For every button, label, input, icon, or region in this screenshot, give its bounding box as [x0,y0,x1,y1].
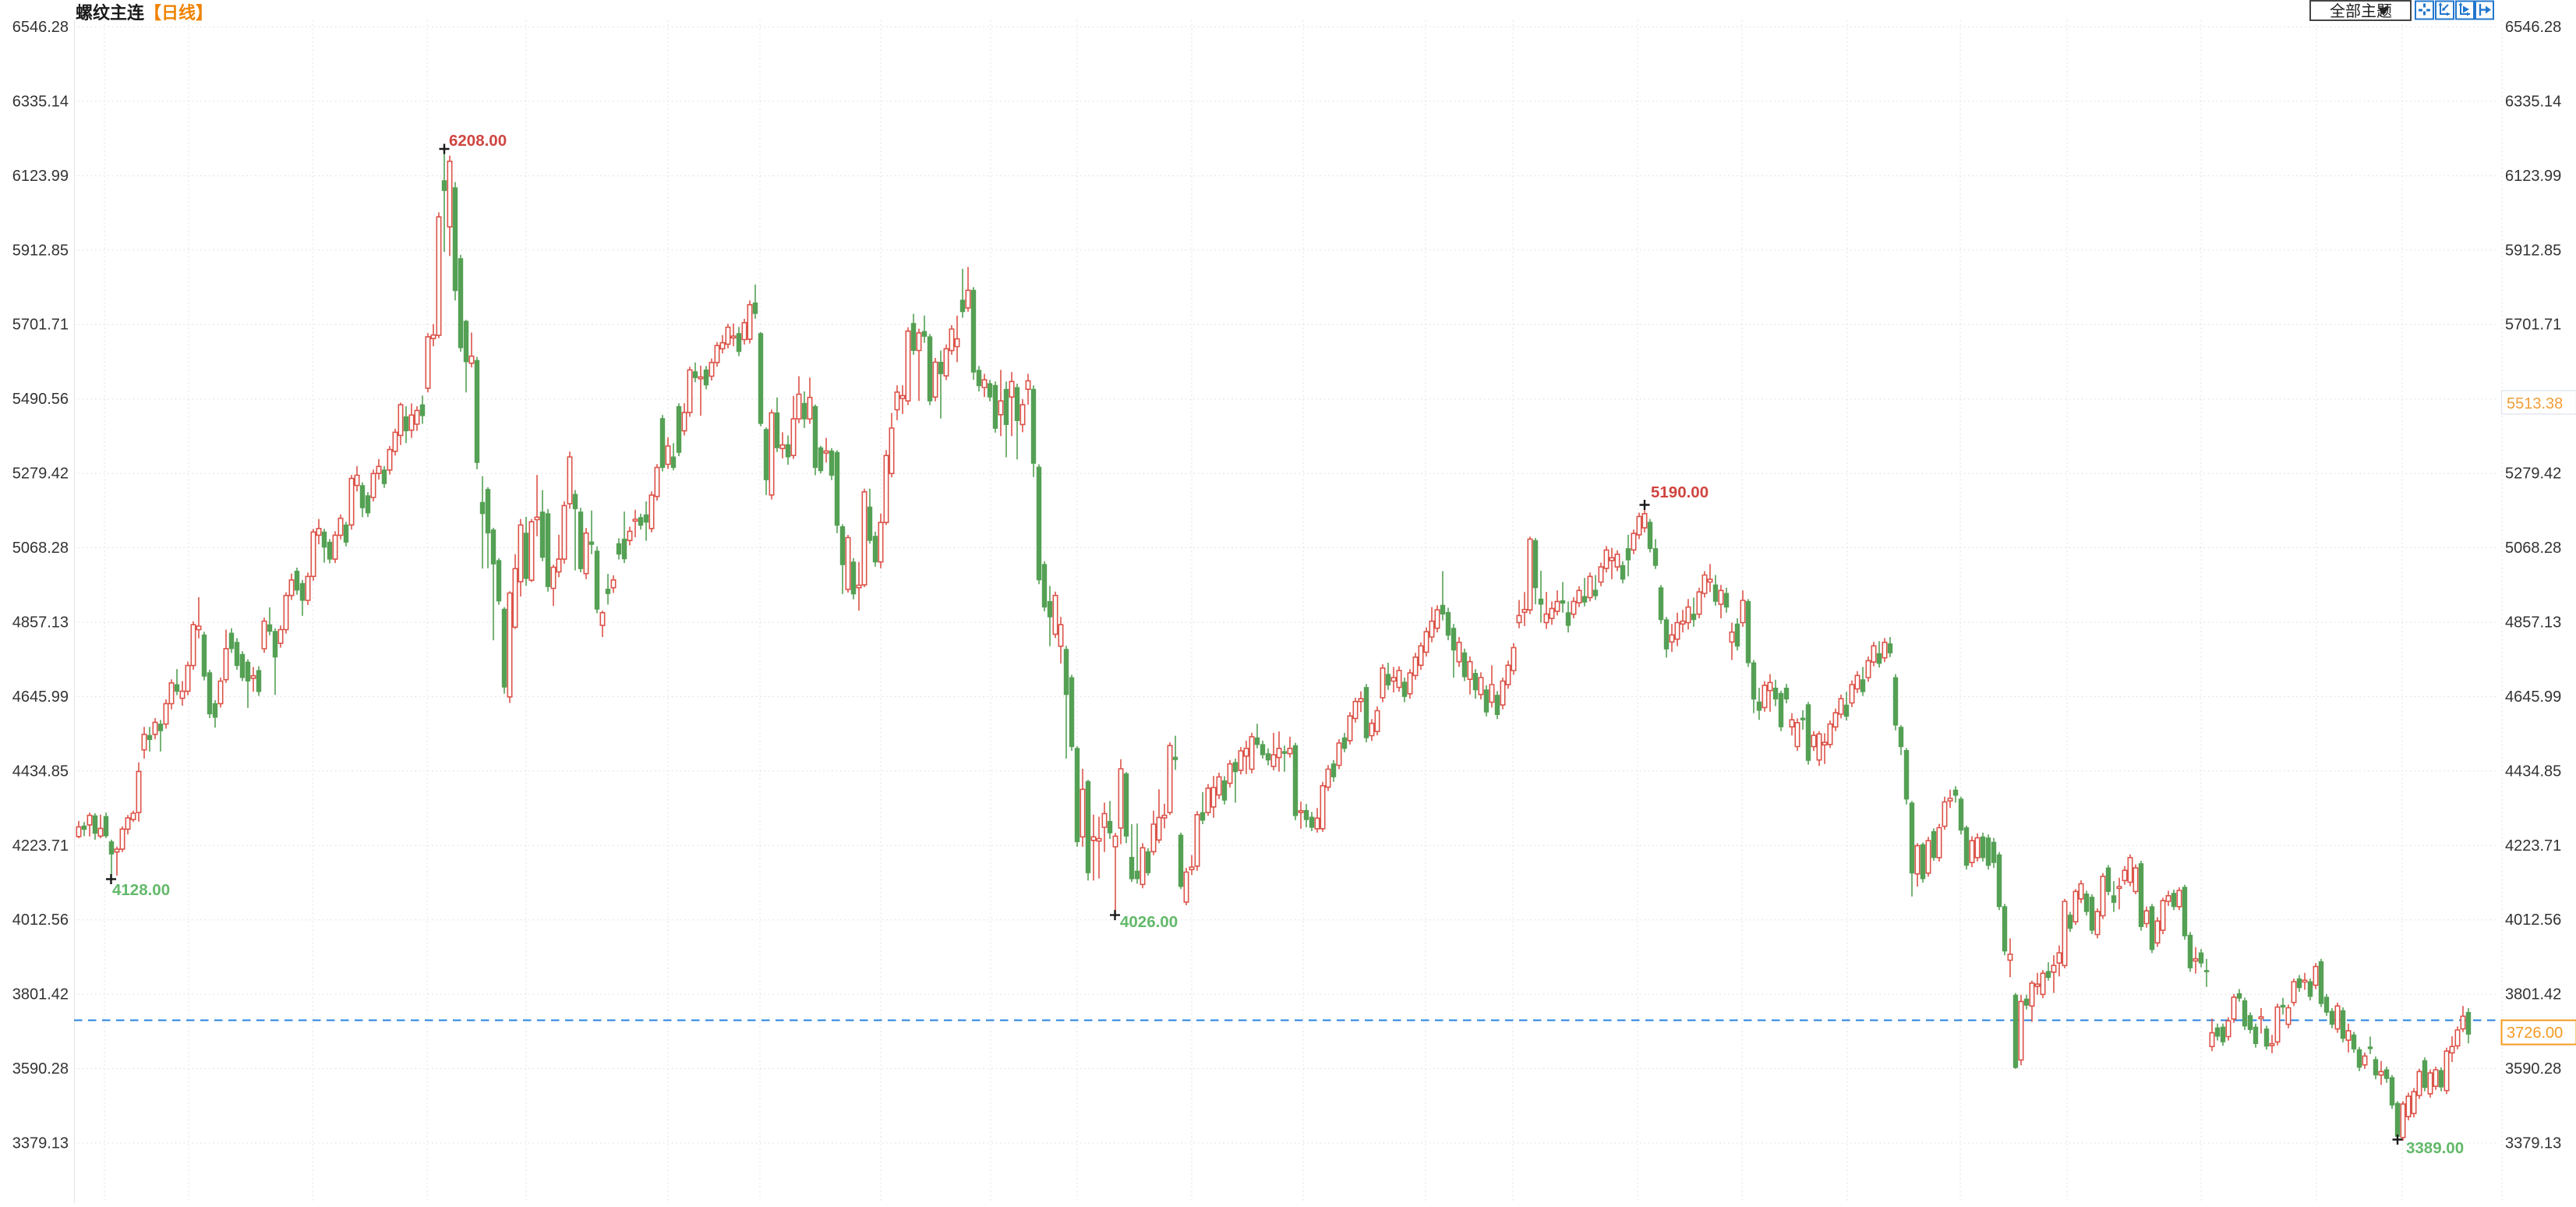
svg-text:3379.13: 3379.13 [12,1135,69,1152]
svg-text:6335.14: 6335.14 [12,93,69,110]
svg-text:3726.00: 3726.00 [2507,1025,2563,1042]
svg-text:5912.85: 5912.85 [2505,242,2561,259]
svg-text:3801.42: 3801.42 [12,986,69,1003]
svg-text:6123.99: 6123.99 [2505,168,2561,185]
svg-text:4223.71: 4223.71 [12,837,69,855]
svg-text:3590.28: 3590.28 [2505,1060,2561,1078]
svg-text:4128.00: 4128.00 [112,881,170,899]
svg-text:4012.56: 4012.56 [12,911,69,929]
svg-text:5279.42: 5279.42 [12,465,69,483]
svg-text:6546.28: 6546.28 [12,19,69,36]
svg-text:5513.38: 5513.38 [2507,395,2563,412]
svg-text:4434.85: 4434.85 [2505,763,2561,780]
svg-text:6208.00: 6208.00 [449,132,507,150]
svg-text:3590.28: 3590.28 [12,1060,69,1078]
svg-text:5279.42: 5279.42 [2505,465,2561,483]
svg-text:3389.00: 3389.00 [2406,1139,2464,1157]
svg-text:4012.56: 4012.56 [2505,911,2561,929]
svg-text:5490.56: 5490.56 [12,391,69,408]
svg-text:5068.28: 5068.28 [2505,540,2561,557]
svg-text:6123.99: 6123.99 [12,168,69,185]
svg-text:3379.13: 3379.13 [2505,1135,2561,1152]
svg-text:4857.13: 4857.13 [2505,614,2561,632]
svg-text:4645.99: 4645.99 [2505,688,2561,706]
svg-text:3801.42: 3801.42 [2505,986,2561,1003]
svg-text:5068.28: 5068.28 [12,540,69,557]
svg-text:4434.85: 4434.85 [12,763,69,780]
svg-text:5701.71: 5701.71 [12,317,69,334]
svg-text:4857.13: 4857.13 [12,614,69,632]
svg-text:4645.99: 4645.99 [12,688,69,706]
svg-text:5190.00: 5190.00 [1651,483,1708,501]
svg-text:6335.14: 6335.14 [2505,93,2561,110]
svg-text:6546.28: 6546.28 [2505,19,2561,36]
svg-text:5912.85: 5912.85 [12,242,69,259]
svg-text:4223.71: 4223.71 [2505,837,2561,855]
svg-text:螺纹主连【日线】: 螺纹主连【日线】 [76,3,213,23]
svg-text:4026.00: 4026.00 [1120,913,1178,931]
svg-text:5701.71: 5701.71 [2505,317,2561,334]
